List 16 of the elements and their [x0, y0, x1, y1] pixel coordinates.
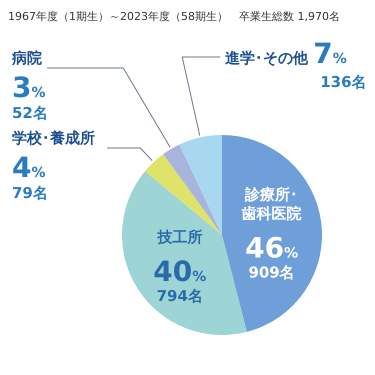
data-label: 40% — [153, 254, 206, 288]
data-label: 4% — [12, 151, 46, 184]
text: 136名 — [320, 73, 367, 91]
text: 52名 — [12, 104, 48, 122]
slice-label: 進学･その他 — [224, 49, 310, 67]
data-label: 46% — [245, 232, 298, 265]
data-label: 3% — [12, 71, 46, 104]
slice-label: 病院 — [11, 49, 42, 67]
slice-label: 学校･養成所 — [12, 129, 95, 147]
data-label: 7% — [313, 37, 347, 70]
text: 79名 — [12, 184, 48, 202]
chart-title: 1967年度（1期生）～2023年度（58期生） 卒業生総数 1,970名 — [8, 10, 340, 23]
slice-label: 技工所 — [156, 228, 202, 246]
text: 909名 — [248, 264, 295, 282]
text: 794名 — [156, 286, 203, 305]
slice-label: 診療所･歯科医院 — [240, 186, 302, 223]
